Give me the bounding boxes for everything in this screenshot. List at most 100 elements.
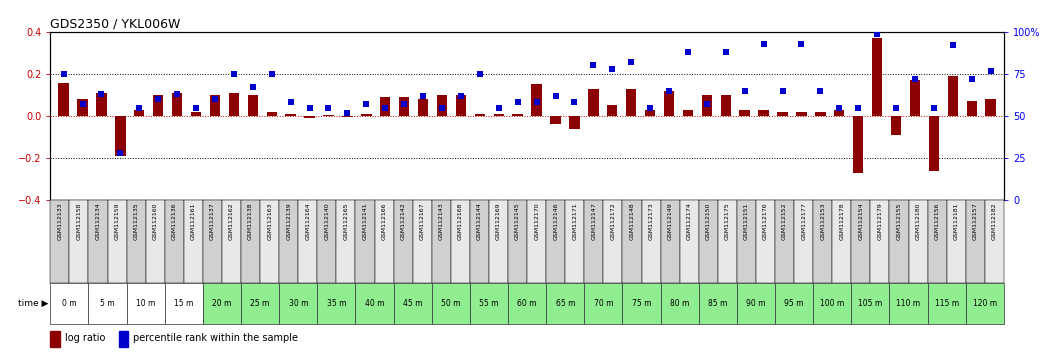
Point [529,100,545,105]
Text: GSM112161: GSM112161 [191,202,196,240]
Point [188,105,205,110]
Bar [380,97,390,116]
Bar [165,200,184,283]
Point [699,101,715,107]
Bar [451,200,470,283]
Bar [241,200,260,283]
Bar [298,200,318,283]
Bar [736,283,775,324]
Bar [947,76,958,116]
Bar [664,91,675,116]
Point [812,88,829,93]
Point [585,63,602,68]
Point [793,41,810,46]
Text: GSM112180: GSM112180 [916,202,921,240]
Bar [908,200,927,283]
Text: GSM112158: GSM112158 [77,202,82,240]
Bar [470,200,489,283]
Text: GSM112140: GSM112140 [324,202,329,240]
Bar [928,116,939,171]
Bar [565,200,584,283]
Bar [318,200,337,283]
Text: GSM112146: GSM112146 [553,202,558,240]
Point [774,88,791,93]
Text: GSM112139: GSM112139 [286,202,292,240]
Point [623,59,640,65]
Bar [260,200,279,283]
Text: GSM112181: GSM112181 [954,202,959,240]
Bar [172,93,183,116]
Text: GSM112179: GSM112179 [877,202,882,240]
Bar [323,115,334,116]
Bar [202,200,222,283]
Bar [527,200,547,283]
Text: 15 m: 15 m [174,299,193,308]
Point [150,96,167,102]
Text: 85 m: 85 m [708,299,728,308]
Text: 60 m: 60 m [517,299,537,308]
Bar [661,283,699,324]
Text: GSM112176: GSM112176 [763,202,768,240]
Point [56,71,72,77]
Bar [50,331,60,347]
Point [131,105,148,110]
Bar [153,95,164,116]
Bar [607,105,618,116]
Bar [356,283,393,324]
Bar [813,283,852,324]
Point [736,88,753,93]
Point [377,105,393,110]
Text: 35 m: 35 m [326,299,346,308]
Bar [547,200,565,283]
Bar [813,200,832,283]
Text: GSM112159: GSM112159 [114,202,120,240]
Point [471,71,488,77]
Bar [775,200,794,283]
Bar [626,88,637,116]
Bar [642,200,661,283]
Bar [775,283,813,324]
Bar [108,200,127,283]
Bar [184,200,202,283]
Bar [740,110,750,116]
Text: GSM112136: GSM112136 [172,202,177,240]
Point [207,96,223,102]
Bar [493,114,504,116]
Point [982,68,999,73]
Text: 75 m: 75 m [631,299,651,308]
Point [906,76,923,82]
Point [642,105,659,110]
Bar [508,200,527,283]
Point [925,105,942,110]
Bar [966,200,985,283]
Bar [570,116,580,129]
Bar [815,112,826,116]
Bar [603,200,622,283]
Bar [229,93,239,116]
Bar [393,200,412,283]
Text: 105 m: 105 m [858,299,882,308]
Text: 100 m: 100 m [820,299,844,308]
Point [452,93,469,98]
Bar [796,112,807,116]
Text: GSM112177: GSM112177 [801,202,806,240]
Text: GSM112169: GSM112169 [496,202,501,240]
Point [244,85,261,90]
Text: GSM112162: GSM112162 [229,202,234,240]
Point [850,105,866,110]
Bar [69,200,88,283]
Point [320,105,337,110]
Bar [361,114,371,116]
Text: 40 m: 40 m [365,299,384,308]
Bar [702,95,712,116]
Bar [356,200,374,283]
Text: time ▶: time ▶ [18,299,48,308]
Bar [50,283,88,324]
Bar [622,200,642,283]
Text: GSM112149: GSM112149 [667,202,672,240]
Bar [718,200,736,283]
Bar [721,95,731,116]
Bar [248,95,258,116]
Bar [853,116,863,173]
Point [93,91,110,97]
